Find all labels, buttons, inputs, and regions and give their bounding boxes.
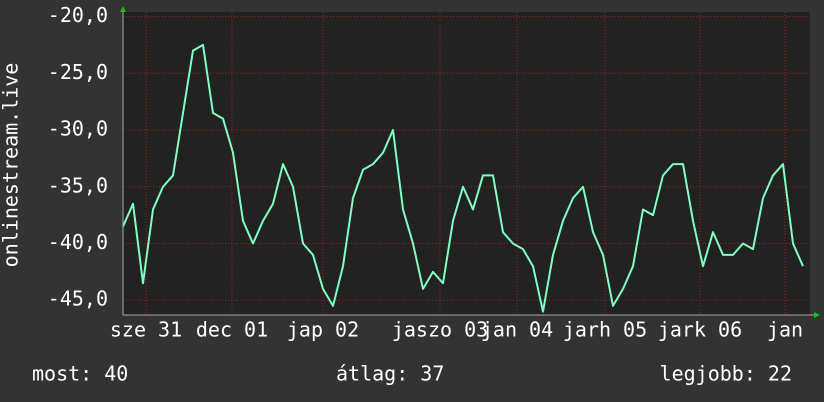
footer-current: most: 40 <box>32 362 128 386</box>
x-tick-label: jark 06 <box>658 318 742 342</box>
x-tick-label: jan <box>767 318 803 342</box>
x-tick-label: jap 02 <box>287 318 359 342</box>
plot-area <box>123 12 810 315</box>
footer-average: átlag: 37 <box>336 362 444 386</box>
x-arrow <box>814 312 820 318</box>
x-tick-label: jan 04 <box>481 318 553 342</box>
y-tick-label: -40,0 <box>48 230 108 254</box>
y-arrow <box>120 6 126 12</box>
footer-max: legjobb: 22 <box>660 362 792 386</box>
x-tick-label: jarh 05 <box>563 318 647 342</box>
x-tick-label: sze 31 <box>110 318 182 342</box>
data-line <box>122 43 804 313</box>
y-tick-label: -20,0 <box>48 3 108 27</box>
x-tick-label: dec 01 <box>196 318 268 342</box>
y-axis-label: onlinestream.live <box>0 63 23 268</box>
y-tick-label: -45,0 <box>48 287 108 311</box>
x-tick-label: jaszo 03 <box>392 318 488 342</box>
y-tick-label: -35,0 <box>48 173 108 197</box>
plot-layer <box>122 12 810 315</box>
y-tick-label: -25,0 <box>48 60 108 84</box>
y-tick-label: -30,0 <box>48 117 108 141</box>
